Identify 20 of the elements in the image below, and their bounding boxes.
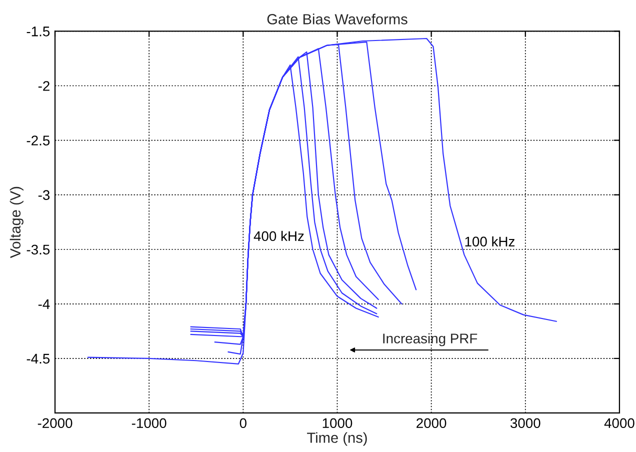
y-tick-label: -4.5 [26, 354, 50, 364]
x-tick-label: 0 [240, 418, 246, 428]
y-axis-title: Voltage (V) [10, 186, 24, 258]
chart-title: Gate Bias Waveforms [267, 14, 408, 24]
y-tick-label: -4 [38, 299, 50, 309]
y-tick-label: -3 [38, 190, 50, 200]
y-tick-label: -3.5 [26, 244, 50, 255]
y-tick-label: -2.5 [26, 136, 50, 146]
x-tick-label: 1000 [322, 418, 352, 428]
annotation: Increasing PRF [383, 333, 478, 346]
x-axis-title: Time (ns) [307, 432, 367, 446]
series-label: 100 kHz [465, 236, 514, 247]
y-tick-label: -1.5 [26, 26, 50, 36]
y-tick-label: -2 [38, 81, 50, 91]
x-tick-label: 2000 [416, 418, 446, 428]
x-tick-label: -2000 [38, 418, 72, 428]
x-tick-label: -1000 [132, 418, 166, 428]
x-tick-label: 4000 [604, 418, 634, 428]
series-label: 400 kHz [254, 230, 304, 242]
x-tick-label: 3000 [510, 418, 540, 428]
